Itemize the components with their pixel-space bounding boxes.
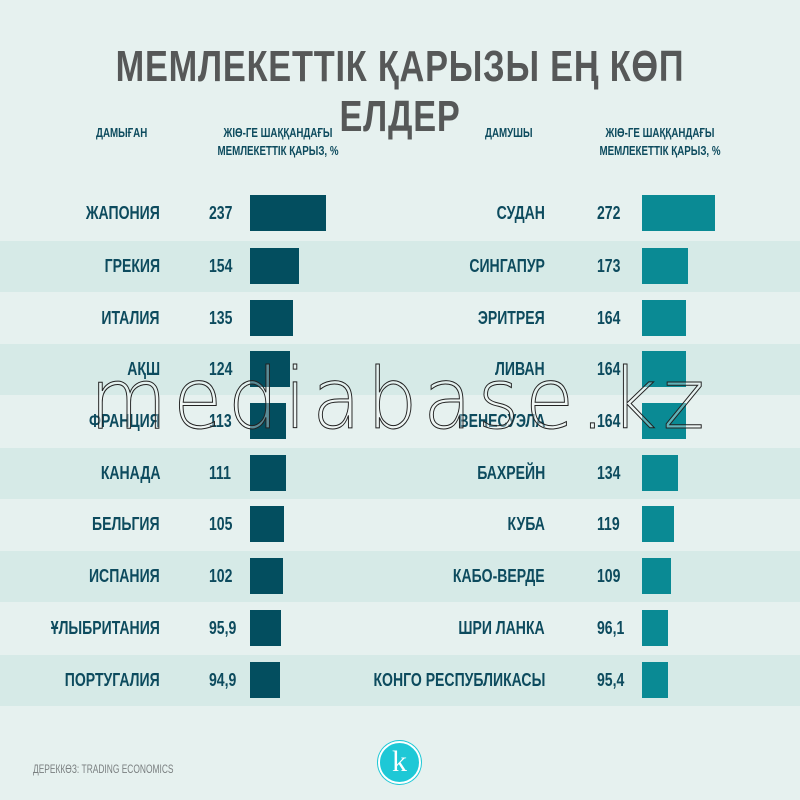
developed-value-label: 102	[209, 566, 233, 586]
developed-value-label: 94,9	[209, 670, 237, 690]
developing-country-label: ЛИВАН	[495, 359, 545, 379]
developed-country-label: ГРЕКИЯ	[104, 256, 160, 276]
developing-value-label: 164	[597, 411, 621, 431]
developing-bar	[642, 610, 668, 646]
developed-country-label: АҚШ	[127, 359, 160, 379]
developed-country-label: БЕЛЬГИЯ	[92, 514, 160, 534]
developed-bar	[250, 506, 284, 542]
developed-bar	[250, 300, 294, 336]
developing-country-label: КАБО-ВЕРДЕ	[453, 566, 545, 586]
developing-bar	[642, 300, 686, 336]
developing-country-label: СИНГАПУР	[469, 256, 545, 276]
developing-bar	[642, 403, 686, 439]
developing-value-header: ЖІӨ-ГЕ ШАҚҚАНДАҒЫ МЕМЛЕКЕТТІК ҚАРЫЗ, %	[599, 125, 721, 158]
developing-bar	[642, 662, 668, 698]
developed-bar	[250, 662, 281, 698]
developed-country-label: ЖАПОНИЯ	[86, 203, 160, 223]
developing-header: ДАМУШЫ	[485, 125, 533, 140]
developing-value-label: 173	[597, 256, 621, 276]
developed-value-label: 135	[209, 308, 233, 328]
developing-bar	[642, 455, 678, 491]
developed-value-label: 113	[209, 411, 232, 431]
developed-country-label: КАНАДА	[100, 463, 160, 483]
developed-country-label: ПОРТУГАЛИЯ	[65, 670, 160, 690]
developed-bar	[250, 455, 286, 491]
developing-value-label: 272	[597, 203, 621, 223]
developing-value-label: 96,1	[597, 618, 625, 638]
developed-value-label: 124	[209, 359, 233, 379]
developing-country-label: ЭРИТРЕЯ	[478, 308, 545, 328]
developed-country-label: ФРАНЦИЯ	[89, 411, 160, 431]
developed-header: ДАМЫҒАН	[96, 125, 148, 140]
developing-country-label: КУБА	[507, 514, 545, 534]
developed-bar	[250, 403, 287, 439]
developed-value-label: 105	[209, 514, 233, 534]
developing-value-label: 164	[597, 359, 621, 379]
developing-country-label: БАХРЕЙН	[476, 463, 545, 483]
developing-bar	[642, 558, 672, 594]
developing-bar	[642, 195, 715, 231]
developed-bar	[250, 195, 326, 231]
developing-value-label: 134	[597, 463, 621, 483]
developed-value-label: 95,9	[209, 618, 237, 638]
developing-value-label: 164	[597, 308, 621, 328]
developing-bar	[642, 248, 689, 284]
developing-bar	[642, 351, 686, 387]
developed-value-label: 154	[209, 256, 233, 276]
source-note: ДЕРЕККӨЗ: TRADING ECONOMICS	[33, 762, 174, 776]
page-title: МЕМЛЕКЕТТІК ҚАРЫЗЫ ЕҢ КӨП ЕЛДЕР	[115, 42, 685, 141]
developing-value-label: 119	[597, 514, 620, 534]
developed-bar	[250, 351, 290, 387]
developing-country-label: ВЕНЕСУЭЛА	[458, 411, 545, 431]
developed-country-label: ИСПАНИЯ	[89, 566, 160, 586]
developing-value-label: 109	[597, 566, 621, 586]
logo: k	[378, 741, 421, 784]
developed-bar	[250, 248, 300, 284]
developed-country-label: ҰЛЫБРИТАНИЯ	[50, 618, 160, 638]
developing-country-label: КОНГО РЕСПУБЛИКАСЫ	[373, 670, 545, 690]
developed-value-label: 237	[209, 203, 233, 223]
developing-bar	[642, 506, 674, 542]
developed-bar	[250, 558, 283, 594]
developing-country-label: ШРИ ЛАНКА	[458, 618, 545, 638]
developing-country-label: СУДАН	[496, 203, 545, 223]
developed-value-header: ЖІӨ-ГЕ ШАҚҚАНДАҒЫ МЕМЛЕКЕТТІК ҚАРЫЗ, %	[217, 125, 339, 158]
developed-value-label: 111	[209, 463, 231, 483]
developing-value-label: 95,4	[597, 670, 625, 690]
developed-country-label: ИТАЛИЯ	[101, 308, 160, 328]
developed-bar	[250, 610, 281, 646]
